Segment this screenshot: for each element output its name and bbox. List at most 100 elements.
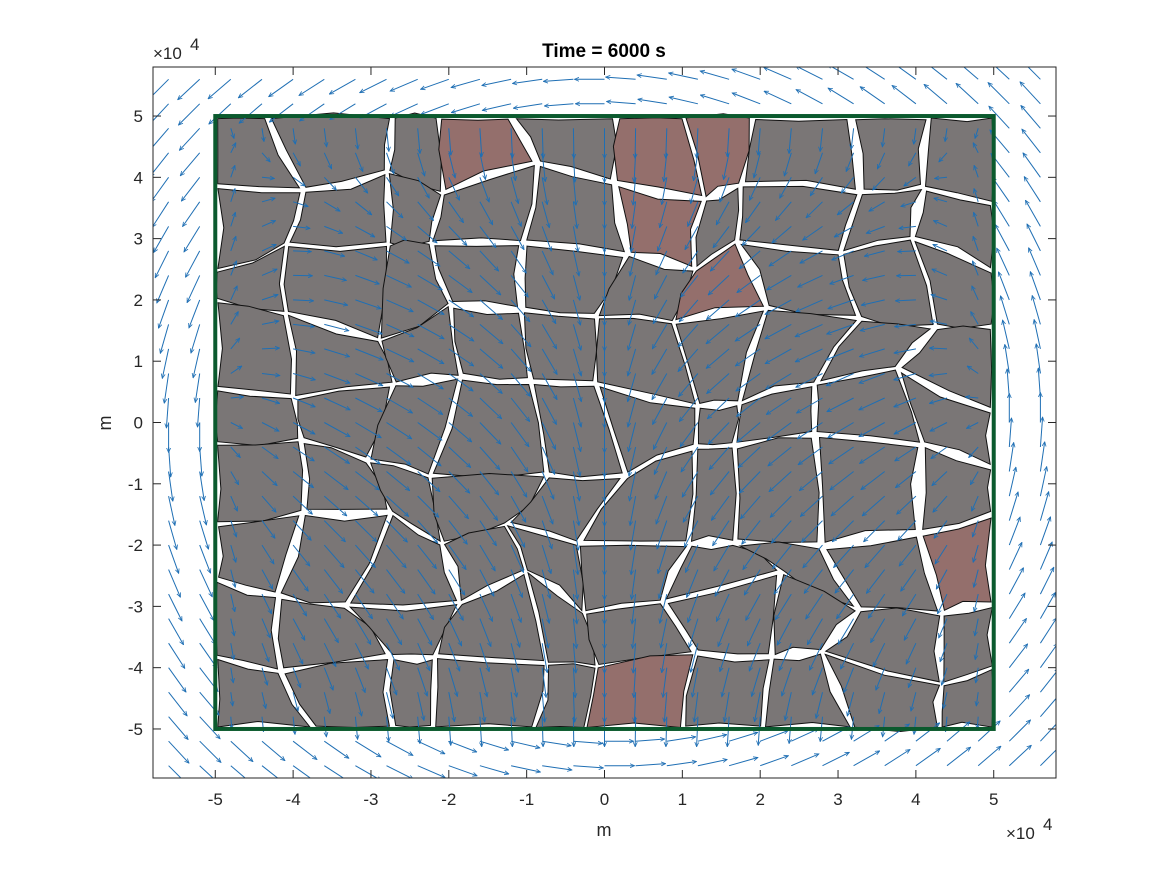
velocity-arrow <box>969 338 979 350</box>
velocity-arrow <box>293 324 314 326</box>
velocity-arrow <box>930 67 948 80</box>
velocity-arrow <box>932 269 948 276</box>
velocity-arrow <box>448 323 474 341</box>
velocity-arrow <box>479 569 494 597</box>
velocity-arrow <box>572 299 580 325</box>
velocity-arrow <box>742 520 761 545</box>
velocity-arrow <box>1008 720 1030 742</box>
velocity-arrow <box>541 667 546 698</box>
velocity-arrow <box>727 716 729 747</box>
velocity-arrow <box>541 201 549 228</box>
velocity-arrow <box>168 544 179 573</box>
velocity-arrow <box>1039 542 1052 570</box>
velocity-arrow <box>778 642 792 670</box>
velocity-arrow <box>479 471 499 495</box>
velocity-arrow <box>572 275 580 300</box>
velocity-arrow <box>1024 177 1041 203</box>
velocity-arrow <box>798 446 823 465</box>
velocity-arrow <box>448 422 472 442</box>
velocity-arrow <box>293 300 314 301</box>
velocity-arrow <box>386 152 394 174</box>
velocity-arrow <box>828 67 854 80</box>
velocity-arrow <box>746 618 761 646</box>
ice-floe <box>453 307 528 380</box>
ice-floe <box>388 172 442 248</box>
velocity-arrow <box>572 373 581 402</box>
velocity-arrow <box>230 569 236 588</box>
velocity-arrow <box>230 312 239 325</box>
velocity-arrow <box>939 152 948 162</box>
velocity-arrow <box>261 740 285 760</box>
velocity-arrow <box>324 299 347 305</box>
velocity-arrow <box>631 226 637 252</box>
velocity-arrow <box>324 250 344 256</box>
velocity-arrow <box>323 176 336 190</box>
ice-floe <box>217 188 301 270</box>
velocity-arrow <box>386 446 411 465</box>
velocity-arrow <box>299 78 325 95</box>
velocity-arrow <box>181 176 201 201</box>
velocity-arrow <box>355 225 374 237</box>
velocity-arrow <box>292 692 298 711</box>
velocity-arrow <box>168 495 175 525</box>
ice-floe <box>438 118 533 191</box>
velocity-arrow <box>510 569 522 598</box>
velocity-arrow <box>386 299 414 313</box>
velocity-arrow <box>988 83 1010 105</box>
velocity-arrow <box>1021 106 1041 129</box>
velocity-arrow <box>421 78 449 89</box>
velocity-arrow <box>448 618 463 646</box>
velocity-arrow <box>510 618 520 648</box>
velocity-arrow <box>1039 567 1055 595</box>
velocity-arrow <box>841 176 854 193</box>
velocity-arrow <box>417 177 430 198</box>
velocity-arrow <box>1008 669 1028 693</box>
velocity-arrow <box>860 87 885 105</box>
velocity-arrow <box>479 422 501 445</box>
velocity-arrow <box>417 667 428 696</box>
velocity-arrow <box>184 226 201 252</box>
velocity-arrow <box>510 348 531 372</box>
velocity-arrow <box>884 724 910 742</box>
velocity-arrow <box>479 250 499 271</box>
velocity-arrow <box>632 569 637 600</box>
velocity-arrow <box>976 667 979 683</box>
velocity-arrow <box>451 78 481 87</box>
velocity-arrow <box>417 593 434 620</box>
velocity-arrow <box>658 544 668 574</box>
velocity-arrow <box>513 103 543 108</box>
velocity-arrow <box>293 251 311 252</box>
velocity-arrow <box>687 569 699 598</box>
velocity-arrow <box>1008 619 1026 644</box>
x-tick-label: -4 <box>286 790 301 809</box>
velocity-arrow <box>1008 542 1023 570</box>
ice-floe <box>217 302 293 395</box>
x-axis-label: m <box>597 820 612 840</box>
velocity-arrow <box>324 397 350 411</box>
velocity-arrow <box>895 300 916 301</box>
velocity-arrow <box>931 446 948 459</box>
velocity-arrow <box>261 397 280 403</box>
velocity-arrow <box>510 471 527 498</box>
velocity-arrow <box>292 569 308 592</box>
velocity-arrow <box>448 740 477 752</box>
velocity-arrow <box>510 422 529 447</box>
velocity-arrow <box>448 373 473 392</box>
velocity-arrow <box>448 348 474 366</box>
ice-floe <box>924 117 995 203</box>
velocity-arrow <box>697 716 698 747</box>
velocity-arrow <box>1008 517 1020 546</box>
velocity-arrow <box>417 765 446 778</box>
plot-area <box>152 66 1057 779</box>
velocity-arrow <box>873 176 886 190</box>
velocity-arrow <box>883 716 885 737</box>
velocity-arrow <box>386 667 397 695</box>
velocity-arrow <box>417 373 444 390</box>
velocity-arrow <box>355 299 381 309</box>
velocity-arrow <box>417 250 440 266</box>
velocity-arrow <box>892 86 917 105</box>
velocity-arrow <box>168 618 184 645</box>
velocity-arrow <box>354 593 372 619</box>
velocity-arrow <box>154 250 170 278</box>
